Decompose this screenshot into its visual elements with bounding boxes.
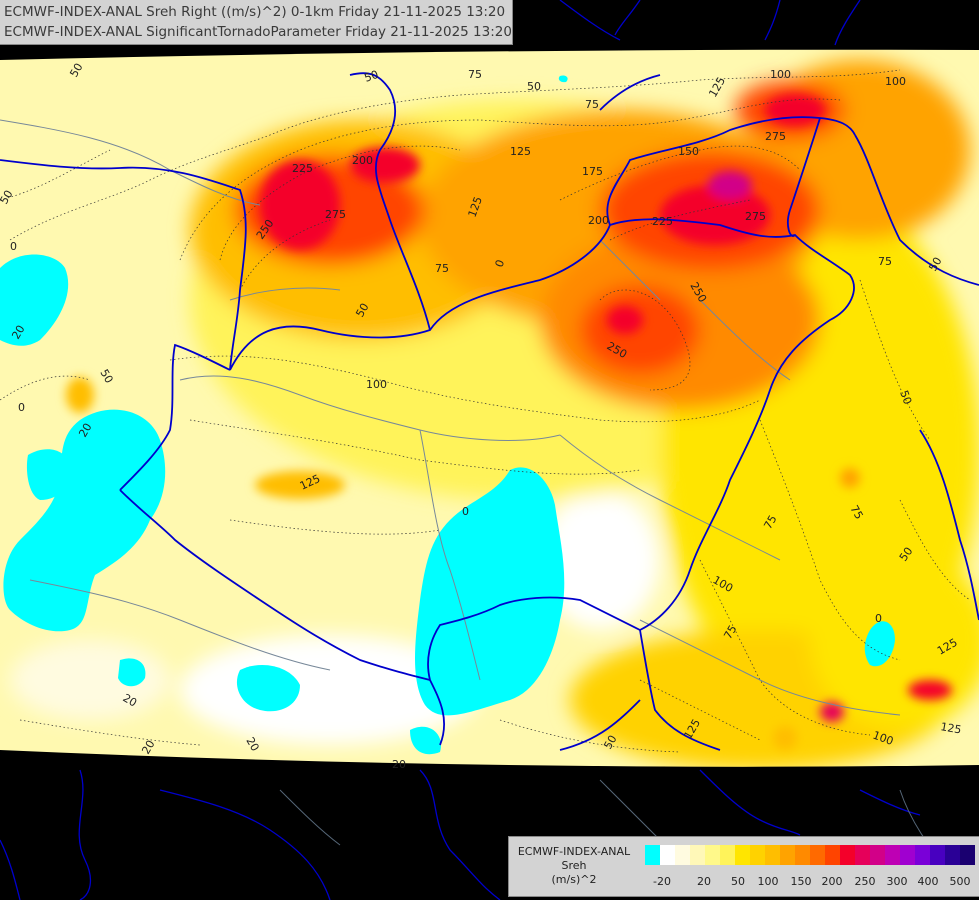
legend-swatch: [645, 845, 660, 865]
legend-tick-label: 100: [757, 875, 779, 888]
rivers: [0, 119, 901, 716]
contour-label: 75: [721, 623, 739, 642]
legend-tick-label: 200: [821, 875, 843, 888]
contour-label: 0: [18, 401, 25, 414]
map-title-line-1: ECMWF-INDEX-ANAL Sreh Right ((m/s)^2) 0-…: [4, 4, 506, 20]
contour-lines: [0, 69, 971, 753]
contour-label: 75: [761, 513, 779, 532]
legend-tick-label: 20: [697, 875, 711, 888]
legend-swatch: [840, 845, 855, 865]
contour-label: 100: [366, 378, 387, 391]
contour-label: 50: [67, 61, 85, 80]
contour-label: 50: [97, 367, 115, 386]
legend-swatch: [930, 845, 945, 865]
contour-label: 20: [76, 421, 94, 440]
legend-swatch: [765, 845, 780, 865]
legend-swatch: [660, 845, 675, 865]
legend-tick-label: 250: [854, 875, 876, 888]
legend-swatch: [795, 845, 810, 865]
contour-label: 0: [462, 505, 469, 518]
contour-label: 175: [582, 165, 603, 178]
map-title-box: ECMWF-INDEX-ANAL Sreh Right ((m/s)^2) 0-…: [0, 0, 513, 45]
legend-swatch: [780, 845, 795, 865]
contour-label: 100: [770, 68, 791, 81]
contour-label: 200: [588, 214, 609, 227]
legend-swatch: [855, 845, 870, 865]
legend-swatch: [810, 845, 825, 865]
contour-label: 75: [468, 68, 482, 81]
contour-label: 125: [939, 720, 962, 736]
legend-title-line-2: Sreh: [561, 859, 587, 872]
legend-tick-label: 150: [790, 875, 812, 888]
legend-swatch: [960, 845, 975, 865]
contour-label: 275: [325, 208, 346, 221]
legend-tick-label: 400: [917, 875, 939, 888]
legend-swatch: [945, 845, 960, 865]
contour-label: 0: [875, 612, 882, 625]
contour-labels: 50 50 75 50 75 100 100 125 275 200 225 1…: [0, 61, 962, 771]
contour-label: 100: [885, 75, 906, 88]
contour-label: 75: [585, 98, 599, 111]
negative-areas: [0, 75, 895, 755]
contour-label: 0: [10, 240, 17, 253]
contour-label: 200: [352, 154, 373, 167]
legend-swatch: [675, 845, 690, 865]
contour-label: 50: [926, 255, 944, 274]
contour-label: 50: [527, 80, 541, 93]
legend-swatch: [690, 845, 705, 865]
outside-borders: [0, 0, 921, 900]
legend-swatch: [825, 845, 840, 865]
legend-title-line-3: (m/s)^2: [551, 873, 597, 886]
legend-swatch: [885, 845, 900, 865]
contour-label: 275: [745, 210, 766, 223]
contour-label: 20: [139, 738, 157, 757]
legend-swatch: [915, 845, 930, 865]
contour-label: 225: [652, 215, 673, 228]
contour-label: 75: [847, 503, 865, 522]
legend-swatch: [750, 845, 765, 865]
contour-label: 75: [878, 255, 892, 268]
legend-swatch: [735, 845, 750, 865]
legend-title-line-1: ECMWF-INDEX-ANAL: [517, 845, 631, 858]
legend-tick-label: 500: [949, 875, 971, 888]
contour-label: 20: [392, 758, 406, 771]
contour-label: 50: [601, 733, 619, 752]
contour-label: 0: [493, 258, 508, 269]
legend-swatch: [870, 845, 885, 865]
contour-label: 225: [292, 162, 313, 175]
contour-label: 50: [353, 301, 371, 320]
contour-label: 20: [121, 691, 140, 709]
legend-title: ECMWF-INDEX-ANAL Sreh (m/s)^2: [511, 845, 637, 887]
contour-label: 20: [9, 323, 27, 342]
contour-label: 275: [765, 130, 786, 143]
color-legend: ECMWF-INDEX-ANAL Sreh (m/s)^2 -20 20 50 100…: [508, 836, 979, 897]
legend-tick-label: 50: [731, 875, 745, 888]
legend-swatch: [720, 845, 735, 865]
country-borders: [0, 72, 979, 751]
sreh-field: [0, 49, 979, 767]
legend-tick-label: 300: [886, 875, 908, 888]
legend-swatch: [705, 845, 720, 865]
contour-label: 20: [243, 735, 261, 754]
contour-label: 125: [510, 145, 531, 158]
contour-label: 50: [363, 68, 381, 85]
contour-label: 75: [435, 262, 449, 275]
legend-tick-label: -20: [653, 875, 671, 888]
contour-label: 150: [678, 145, 699, 158]
contour-label: 50: [897, 389, 914, 407]
map-title-line-2: ECMWF-INDEX-ANAL SignificantTornadoParam…: [4, 24, 512, 40]
legend-swatch: [900, 845, 915, 865]
